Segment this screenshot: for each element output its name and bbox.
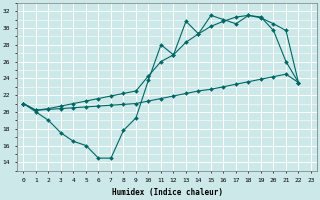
X-axis label: Humidex (Indice chaleur): Humidex (Indice chaleur) xyxy=(112,188,223,197)
